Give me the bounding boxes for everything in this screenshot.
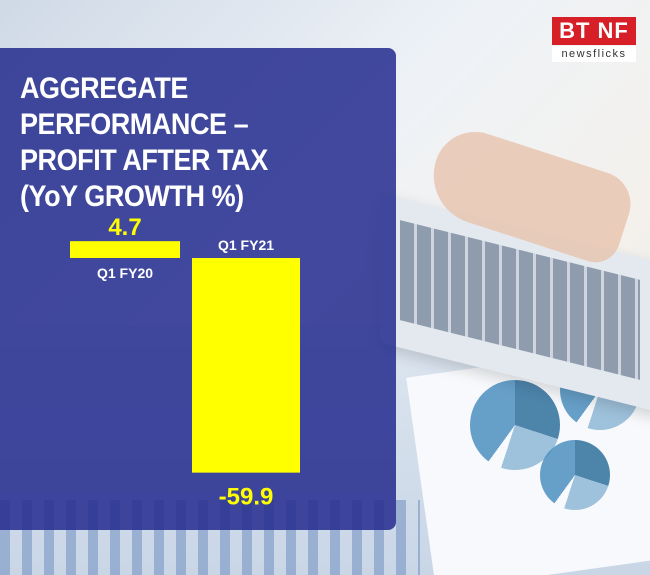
data-label: -59.9 — [219, 484, 274, 511]
pie-graphic — [540, 440, 610, 510]
bar-q1-fy21 — [192, 258, 300, 473]
bar-q1-fy20 — [70, 241, 180, 258]
category-label: Q1 FY20 — [97, 265, 153, 281]
logo-mark: BT NF — [552, 17, 636, 45]
brand-logo: BT NF newsflicks — [552, 17, 636, 63]
chart-title: AGGREGATE PERFORMANCE – PROFIT AFTER TAX… — [20, 72, 268, 213]
category-label: Q1 FY21 — [218, 237, 274, 253]
data-label: 4.7 — [108, 214, 141, 241]
logo-subtext: newsflicks — [552, 46, 636, 62]
